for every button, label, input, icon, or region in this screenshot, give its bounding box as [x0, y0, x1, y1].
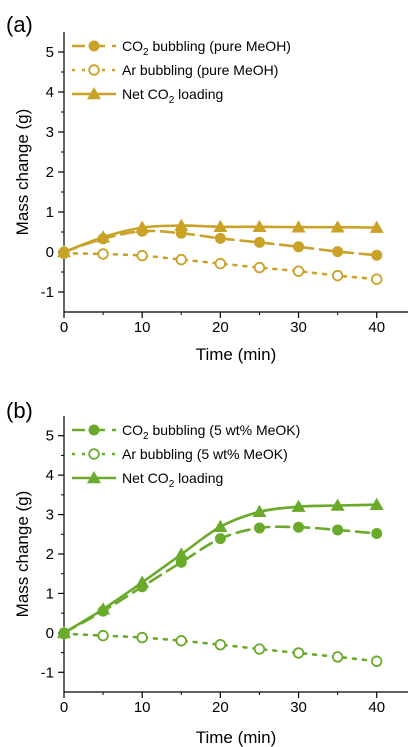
data-point-series-1 — [136, 631, 148, 644]
x-tick-label: 10 — [134, 319, 151, 336]
legend-marker-1 — [88, 64, 100, 76]
data-point-series-2 — [96, 230, 111, 243]
data-point-series-0 — [293, 241, 305, 253]
legend-marker-2 — [87, 87, 101, 100]
legend-marker-1 — [88, 448, 100, 460]
x-tick-label: 10 — [134, 699, 151, 716]
data-point-series-2 — [252, 219, 267, 233]
legend-label-2: Net CO2 loading — [122, 470, 223, 490]
data-point-series-2 — [57, 625, 71, 639]
x-axis-title: Time (min) — [196, 728, 277, 747]
legend: CO2 bubbling (5 wt% MeOK) Ar bubbling (5 … — [72, 422, 300, 490]
y-tick-label: 0 — [46, 625, 54, 642]
data-point-series-2 — [213, 219, 228, 233]
data-point-series-1 — [292, 265, 305, 277]
data-point-series-2 — [369, 220, 384, 233]
x-tick-label: 30 — [290, 319, 307, 336]
legend-label-2: Net CO2 loading — [122, 86, 223, 106]
chart-panel-1: (b) 0 10 20 30 40 -1 0 1 2 3 4 5 Time (min) Mass chang… — [6, 398, 408, 747]
legend: CO2 bubbling (pure MeOH) Ar bubbling (pur… — [72, 38, 291, 106]
data-point-series-2 — [369, 497, 384, 510]
legend-marker-0 — [88, 424, 100, 436]
data-point-series-1 — [331, 269, 344, 282]
x-tick-label: 0 — [60, 319, 68, 336]
chart-panel-0: (a) 0 10 20 30 40 -1 0 1 2 3 4 5 Time (min) Mass chang… — [6, 12, 408, 364]
x-tick-label: 40 — [368, 319, 385, 336]
data-point-series-0 — [371, 249, 383, 261]
y-tick-label: 4 — [46, 467, 54, 484]
data-point-series-1 — [331, 651, 344, 663]
y-tick-label: 3 — [46, 124, 54, 141]
y-tick-label: 3 — [46, 507, 54, 524]
data-point-series-1 — [371, 273, 383, 285]
y-tick-label: 2 — [46, 164, 54, 181]
y-tick-label: -1 — [41, 284, 54, 301]
data-point-series-1 — [253, 261, 266, 274]
data-point-series-1 — [371, 655, 383, 667]
series-line-1 — [62, 632, 379, 663]
y-tick-label: -1 — [41, 664, 54, 681]
data-point-series-1 — [136, 249, 148, 262]
x-tick-label: 40 — [368, 699, 385, 716]
data-point-series-2 — [57, 245, 71, 258]
data-point-series-2 — [252, 504, 267, 518]
data-point-series-0 — [371, 527, 383, 539]
legend-label-0: CO2 bubbling (5 wt% MeOK) — [122, 422, 300, 442]
data-point-series-0 — [214, 232, 226, 244]
data-point-series-1 — [175, 253, 187, 266]
data-point-series-1 — [253, 643, 266, 655]
data-point-series-1 — [97, 248, 109, 260]
legend-label-0: CO2 bubbling (pure MeOH) — [122, 38, 291, 58]
x-tick-label: 20 — [212, 699, 229, 716]
data-point-series-0 — [253, 522, 265, 534]
data-point-series-2 — [174, 547, 189, 560]
legend-marker-2 — [87, 471, 101, 484]
panel-label: (a) — [6, 12, 33, 37]
data-point-series-2 — [291, 499, 306, 512]
data-point-series-1 — [97, 629, 109, 642]
data-point-series-1 — [214, 257, 227, 270]
y-axis-title: Mass change (g) — [13, 491, 32, 618]
data-point-series-0 — [332, 246, 344, 258]
data-point-series-0 — [293, 521, 305, 533]
y-tick-label: 5 — [46, 44, 54, 61]
legend-label-1: Ar bubbling (5 wt% MeOK) — [122, 446, 288, 462]
data-point-series-2 — [330, 220, 345, 233]
data-point-series-2 — [135, 575, 150, 588]
series-line-1 — [62, 251, 379, 281]
x-tick-label: 30 — [290, 699, 307, 716]
y-tick-label: 1 — [46, 204, 54, 221]
legend-marker-0 — [88, 40, 100, 52]
data-point-series-2 — [135, 220, 150, 233]
x-tick-label: 20 — [212, 319, 229, 336]
data-point-series-1 — [214, 638, 227, 651]
x-tick-label: 0 — [60, 699, 68, 716]
data-point-series-0 — [332, 524, 344, 536]
data-point-series-0 — [214, 533, 226, 545]
y-tick-label: 5 — [46, 428, 54, 445]
y-axis-title: Mass change (g) — [13, 109, 32, 236]
data-point-series-2 — [96, 602, 111, 615]
data-point-series-2 — [330, 498, 345, 511]
legend-label-1: Ar bubbling (pure MeOH) — [122, 62, 278, 78]
y-tick-label: 0 — [46, 244, 54, 261]
data-point-series-2 — [213, 519, 228, 533]
data-point-series-2 — [291, 220, 306, 233]
x-axis-title: Time (min) — [196, 345, 277, 364]
data-point-series-0 — [253, 236, 265, 248]
y-tick-label: 4 — [46, 84, 54, 101]
panel-label: (b) — [6, 398, 33, 423]
data-point-series-1 — [175, 635, 187, 647]
data-point-series-2 — [174, 218, 189, 231]
y-tick-label: 1 — [46, 585, 54, 602]
data-point-series-1 — [292, 647, 305, 659]
y-tick-label: 2 — [46, 546, 54, 563]
